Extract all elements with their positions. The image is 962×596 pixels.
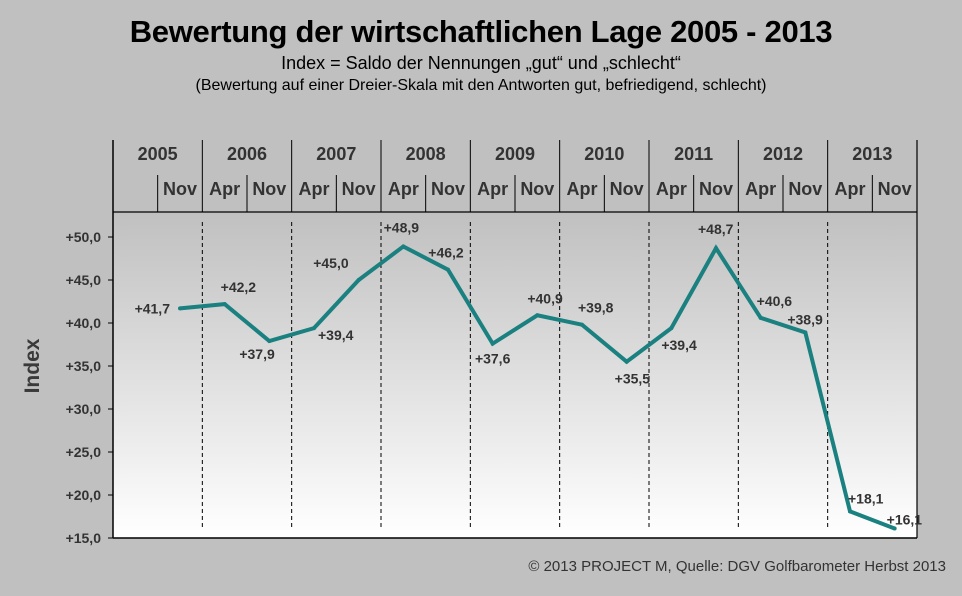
data-point <box>580 322 584 327</box>
year-header: 2006 <box>227 144 267 164</box>
data-label: +48,9 <box>384 219 420 235</box>
chart-subtitle-note: (Bewertung auf einer Dreier-Skala mit de… <box>195 77 767 94</box>
data-point <box>267 339 272 344</box>
y-tick-label: +45,0 <box>66 272 102 288</box>
month-header: Apr <box>388 179 419 199</box>
year-header: 2011 <box>674 144 713 164</box>
data-point <box>446 267 450 272</box>
month-header: Nov <box>699 179 733 199</box>
year-header: 2010 <box>584 144 624 164</box>
y-tick-label: +20,0 <box>66 487 102 503</box>
data-label: +46,2 <box>428 245 464 261</box>
source-footer: © 2013 PROJECT M, Quelle: DGV Golfbarome… <box>528 558 946 575</box>
month-header: Nov <box>163 179 197 199</box>
month-header: Apr <box>835 179 866 199</box>
y-tick-label: +40,0 <box>66 315 102 331</box>
year-header: 2009 <box>495 144 535 164</box>
data-point <box>490 341 495 346</box>
data-label: +45,0 <box>313 255 349 271</box>
data-label: +18,1 <box>848 490 884 506</box>
year-header: 2007 <box>316 144 356 164</box>
month-header: Apr <box>656 179 687 199</box>
month-header: Nov <box>610 179 644 199</box>
data-point <box>758 315 763 320</box>
month-header: Apr <box>209 179 240 199</box>
plot-area <box>113 212 917 538</box>
data-label: +37,9 <box>239 346 275 362</box>
data-point <box>312 326 316 331</box>
data-point <box>848 509 852 514</box>
data-label: +37,6 <box>475 351 511 367</box>
data-point <box>356 278 361 282</box>
year-header: 2005 <box>138 144 178 164</box>
month-header: Nov <box>878 179 912 199</box>
year-header: 2012 <box>763 144 803 164</box>
data-point <box>803 330 808 335</box>
data-point <box>535 313 540 318</box>
month-header: Nov <box>252 179 286 199</box>
data-label: +39,4 <box>661 337 697 353</box>
month-header: Nov <box>342 179 376 199</box>
y-tick-label: +35,0 <box>66 358 102 374</box>
month-header: Apr <box>745 179 776 199</box>
month-header: Apr <box>299 179 330 199</box>
y-axis-label: Index <box>21 338 44 393</box>
data-label: +41,7 <box>135 300 171 316</box>
month-header: Apr <box>567 179 598 199</box>
month-header: Nov <box>431 179 465 199</box>
data-label: +40,9 <box>527 290 563 306</box>
data-point <box>178 306 182 311</box>
data-label: +38,9 <box>787 311 823 327</box>
year-header: 2008 <box>406 144 446 164</box>
data-point <box>892 526 897 531</box>
y-tick-label: +25,0 <box>66 444 102 460</box>
year-header: 2013 <box>852 144 892 164</box>
month-header: Apr <box>477 179 508 199</box>
chart-subtitle: Index = Saldo der Nennungen „gut“ und „s… <box>281 53 681 73</box>
y-tick-label: +15,0 <box>66 530 102 546</box>
data-point <box>669 326 674 331</box>
y-tick-label: +30,0 <box>66 401 102 417</box>
data-point <box>401 244 406 249</box>
data-label: +39,8 <box>578 300 614 316</box>
data-label: +40,6 <box>757 293 793 309</box>
data-point <box>222 302 227 307</box>
data-point <box>624 359 629 364</box>
data-label: +48,7 <box>698 221 734 237</box>
y-tick-label: +50,0 <box>66 229 102 245</box>
data-label: +39,4 <box>318 327 354 343</box>
data-label: +42,2 <box>221 279 257 295</box>
data-label: +16,1 <box>887 512 923 528</box>
month-header: Nov <box>520 179 554 199</box>
data-label: +35,5 <box>615 371 651 387</box>
month-header: Nov <box>788 179 822 199</box>
chart-title: Bewertung der wirtschaftlichen Lage 2005… <box>129 14 833 49</box>
data-point <box>714 246 718 251</box>
